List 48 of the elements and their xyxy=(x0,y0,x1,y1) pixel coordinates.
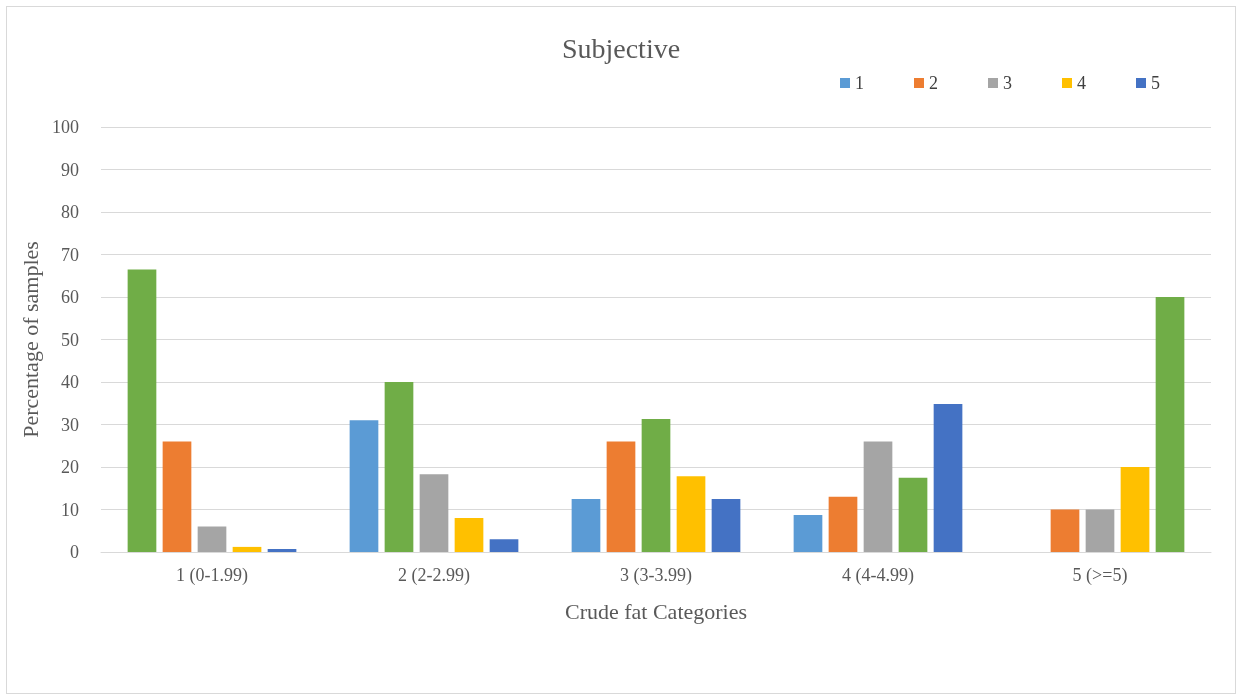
legend-label: 1 xyxy=(855,73,864,93)
bar xyxy=(197,526,227,552)
bar xyxy=(571,498,601,552)
y-tick-label: 60 xyxy=(61,287,79,307)
bar xyxy=(419,474,449,552)
x-tick-label: 4 (4-4.99) xyxy=(842,565,914,586)
chart-title: Subjective xyxy=(561,32,681,64)
bar xyxy=(162,441,192,552)
bar xyxy=(606,441,636,552)
y-tick-label: 70 xyxy=(61,244,79,265)
bar xyxy=(232,546,262,552)
legend-label: 4 xyxy=(1077,73,1086,93)
legend-label: 2 xyxy=(929,73,938,93)
bar xyxy=(933,404,963,552)
bar xyxy=(127,269,157,552)
bar xyxy=(898,477,928,552)
bar xyxy=(1120,467,1150,552)
bar xyxy=(863,441,893,552)
legend-label: 3 xyxy=(1003,73,1012,93)
bar xyxy=(349,420,379,552)
legend-label: 5 xyxy=(1151,73,1160,93)
bar xyxy=(1155,297,1185,552)
y-tick-label: 30 xyxy=(61,414,79,435)
x-tick-label: 5 (>=5) xyxy=(1072,565,1128,586)
y-tick-label: 40 xyxy=(61,372,79,392)
bar xyxy=(489,539,519,552)
bar xyxy=(711,498,741,552)
x-axis-title: Crude fat Categories xyxy=(564,598,748,624)
y-axis-title: Percentage of samples xyxy=(17,241,43,438)
y-tick-label: 90 xyxy=(61,159,79,180)
bar xyxy=(828,496,858,552)
bar xyxy=(793,515,823,552)
bar xyxy=(384,382,414,552)
y-tick-label: 50 xyxy=(61,329,79,350)
bar xyxy=(676,476,706,552)
bar xyxy=(641,418,671,552)
y-tick-label: 20 xyxy=(61,457,79,477)
x-tick-label: 2 (2-2.99) xyxy=(398,565,470,586)
bar xyxy=(454,518,484,552)
bar xyxy=(267,549,297,552)
bar xyxy=(1085,509,1115,552)
y-tick-label: 80 xyxy=(61,202,79,222)
bar xyxy=(1050,509,1080,552)
y-tick-label: 0 xyxy=(70,542,79,562)
x-tick-label: 1 (0-1.99) xyxy=(176,565,248,586)
x-tick-label: 3 (3-3.99) xyxy=(620,565,692,586)
y-tick-label: 100 xyxy=(52,117,79,137)
y-tick-label: 10 xyxy=(61,499,79,520)
